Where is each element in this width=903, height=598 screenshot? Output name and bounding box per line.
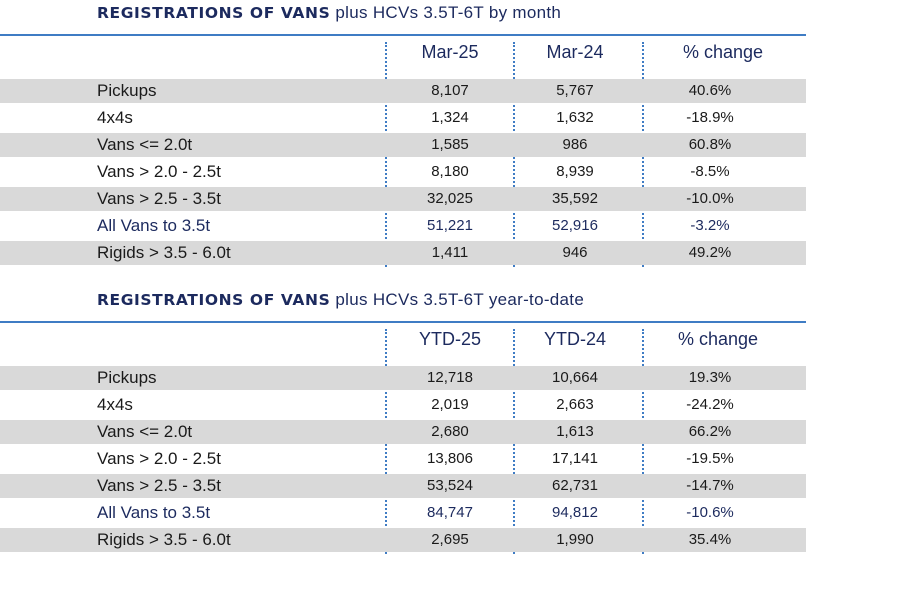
row-label: Pickups — [97, 368, 157, 387]
table-row: Rigids > 3.5 - 6.0t 2,695 1,990 35.4% — [0, 528, 806, 552]
previous-value: 10,664 — [552, 369, 598, 386]
previous-value: 52,916 — [552, 217, 598, 234]
current-value: 8,107 — [431, 82, 469, 99]
table-row: Pickups 12,718 10,664 19.3% — [0, 366, 806, 390]
current-value: 2,695 — [431, 531, 469, 548]
ytd-title-bold: REGISTRATIONS OF VANS — [97, 291, 331, 309]
table-row: All Vans to 3.5t 51,221 52,916 -3.2% — [0, 214, 806, 238]
monthly-header-rule — [0, 34, 806, 36]
monthly-title: REGISTRATIONS OF VANS plus HCVs 3.5T-6T … — [97, 3, 561, 23]
current-value: 1,585 — [431, 136, 469, 153]
previous-value: 1,632 — [556, 109, 594, 126]
percent-change: 40.6% — [688, 82, 732, 99]
percent-change: -3.2% — [690, 217, 730, 234]
percent-change: -14.7% — [686, 477, 734, 494]
table-row: All Vans to 3.5t 84,747 94,812 -10.6% — [0, 501, 806, 525]
percent-change: 19.3% — [688, 369, 732, 386]
previous-value: 35,592 — [552, 190, 598, 207]
ytd-title-rest: plus HCVs 3.5T-6T year-to-date — [335, 290, 585, 309]
column-header: YTD-24 — [543, 329, 606, 349]
percent-change: -10.0% — [686, 190, 734, 207]
row-label: Vans > 2.0 - 2.5t — [97, 162, 221, 181]
row-label: Vans > 2.0 - 2.5t — [97, 449, 221, 468]
table-row: 4x4s 1,324 1,632 -18.9% — [0, 106, 806, 130]
row-label: Vans <= 2.0t — [97, 422, 193, 441]
column-header: Mar-25 — [421, 42, 479, 62]
current-value: 13,806 — [427, 450, 473, 467]
current-value: 1,324 — [431, 109, 469, 126]
row-label: Pickups — [97, 81, 157, 100]
current-value: 12,718 — [427, 369, 473, 386]
percent-change: 49.2% — [688, 244, 732, 261]
current-value: 32,025 — [427, 190, 473, 207]
previous-value: 62,731 — [552, 477, 598, 494]
table-row: Vans > 2.0 - 2.5t 13,806 17,141 -19.5% — [0, 447, 806, 471]
row-label: 4x4s — [97, 395, 133, 414]
percent-change: -19.5% — [686, 450, 734, 467]
previous-value: 986 — [562, 136, 588, 153]
ytd-title: REGISTRATIONS OF VANS plus HCVs 3.5T-6T … — [97, 290, 584, 310]
row-label: 4x4s — [97, 108, 133, 127]
table-row: Rigids > 3.5 - 6.0t 1,411 946 49.2% — [0, 241, 806, 265]
previous-value: 1,613 — [556, 423, 594, 440]
current-value: 2,019 — [431, 396, 469, 413]
table-row: Vans > 2.5 - 3.5t 53,524 62,731 -14.7% — [0, 474, 806, 498]
current-value: 1,411 — [431, 244, 469, 261]
table-row: Vans > 2.0 - 2.5t 8,180 8,939 -8.5% — [0, 160, 806, 184]
previous-value: 17,141 — [552, 450, 598, 467]
column-header: % change — [682, 42, 764, 62]
row-label: Rigids > 3.5 - 6.0t — [97, 530, 231, 549]
monthly-title-bold: REGISTRATIONS OF VANS — [97, 4, 331, 22]
previous-value: 5,767 — [556, 82, 594, 99]
previous-value: 94,812 — [552, 504, 598, 521]
row-label: All Vans to 3.5t — [97, 503, 211, 522]
percent-change: -18.9% — [686, 109, 734, 126]
percent-change: 60.8% — [688, 136, 732, 153]
current-value: 84,747 — [427, 504, 473, 521]
ytd-header-rule — [0, 321, 806, 323]
current-value: 2,680 — [431, 423, 469, 440]
table-row: Vans <= 2.0t 2,680 1,613 66.2% — [0, 420, 806, 444]
table-row: 4x4s 2,019 2,663 -24.2% — [0, 393, 806, 417]
row-label: Vans > 2.5 - 3.5t — [97, 476, 221, 495]
table-row: Vans > 2.5 - 3.5t 32,025 35,592 -10.0% — [0, 187, 806, 211]
row-label: Vans <= 2.0t — [97, 135, 193, 154]
percent-change: -24.2% — [686, 396, 734, 413]
monthly-title-rest: plus HCVs 3.5T-6T by month — [335, 3, 562, 22]
previous-value: 8,939 — [556, 163, 594, 180]
percent-change: -8.5% — [690, 163, 730, 180]
table-row: Pickups 8,107 5,767 40.6% — [0, 79, 806, 103]
current-value: 53,524 — [427, 477, 473, 494]
current-value: 51,221 — [427, 217, 473, 234]
percent-change: 35.4% — [688, 531, 732, 548]
previous-value: 1,990 — [556, 531, 594, 548]
row-label: Rigids > 3.5 - 6.0t — [97, 243, 231, 262]
row-label: All Vans to 3.5t — [97, 216, 211, 235]
column-header: Mar-24 — [546, 42, 604, 62]
previous-value: 2,663 — [556, 396, 594, 413]
column-header: YTD-25 — [418, 329, 481, 349]
row-label: Vans > 2.5 - 3.5t — [97, 189, 221, 208]
percent-change: 66.2% — [688, 423, 732, 440]
percent-change: -10.6% — [686, 504, 734, 521]
previous-value: 946 — [562, 244, 588, 261]
table-row: Vans <= 2.0t 1,585 986 60.8% — [0, 133, 806, 157]
current-value: 8,180 — [431, 163, 469, 180]
column-header: % change — [677, 329, 759, 349]
